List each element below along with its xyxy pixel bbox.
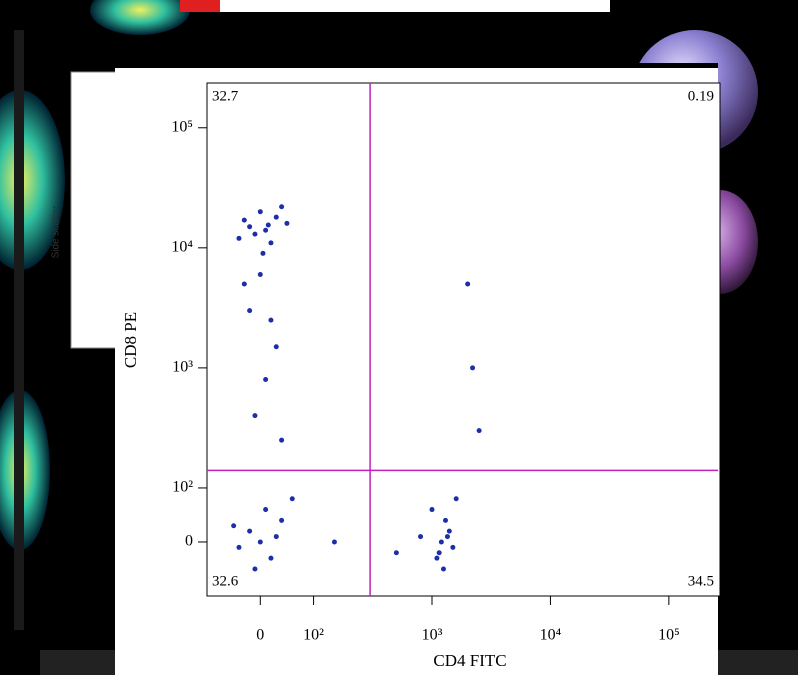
background-blob — [0, 390, 50, 550]
event-dot — [257, 271, 263, 277]
event-dot — [260, 250, 266, 256]
event-dot — [247, 224, 253, 230]
event-dot — [443, 517, 449, 523]
event-dot — [268, 240, 274, 246]
quadrant-percent: 32.6 — [212, 573, 239, 589]
event-dot — [257, 539, 263, 545]
x-tick-label: 10² — [303, 627, 324, 644]
event-dot — [434, 555, 440, 561]
quadrant-percent: 32.7 — [212, 88, 239, 104]
event-dot — [263, 507, 269, 513]
side-scatter-label: Side scatter — [51, 205, 62, 258]
x-tick-label: 10³ — [422, 627, 443, 644]
event-dot — [252, 566, 258, 572]
event-dot — [279, 517, 285, 523]
event-dot — [273, 214, 279, 220]
y-axis-title: CD8 PE — [121, 312, 140, 368]
event-dot — [440, 566, 446, 572]
event-dot — [247, 308, 253, 314]
y-tick-label: 10⁴ — [171, 239, 193, 256]
slide-title-fragment — [220, 0, 610, 12]
chart-panel-border — [115, 63, 718, 68]
event-dot — [263, 227, 269, 233]
event-dot — [268, 555, 274, 561]
y-tick-label: 10³ — [172, 359, 193, 376]
event-dot — [265, 222, 271, 228]
quadrant-percent: 0.19 — [688, 88, 714, 104]
event-dot — [453, 496, 459, 502]
event-dot — [446, 528, 452, 534]
background-strip — [14, 30, 24, 630]
event-dot — [438, 539, 444, 545]
y-tick-label: 10⁵ — [171, 118, 193, 135]
event-dot — [429, 507, 435, 513]
slide-title-fragment — [180, 0, 220, 12]
x-tick-label: 0 — [256, 627, 264, 644]
event-dot — [476, 428, 482, 434]
event-dot — [252, 231, 258, 237]
event-dot — [279, 437, 285, 443]
event-dot — [252, 413, 258, 419]
event-dot — [241, 217, 247, 223]
event-dot — [231, 523, 237, 529]
event-dot — [241, 281, 247, 287]
event-dot — [436, 550, 442, 556]
x-axis-title: CD4 FITC — [433, 651, 506, 670]
background-blob — [90, 0, 190, 35]
event-dot — [268, 317, 274, 323]
x-tick-label: 10⁵ — [658, 627, 680, 644]
event-dot — [470, 365, 476, 371]
event-dot — [289, 496, 295, 502]
event-dot — [236, 235, 242, 241]
y-tick-label: 0 — [185, 533, 193, 550]
plot: 0 10² 10³ 10⁴ 10⁵ 0 10² 10³ 10⁴ 10⁵ 32.7 0.19 32.6 34… — [171, 82, 721, 644]
event-dot — [236, 544, 242, 550]
event-dot — [444, 534, 450, 540]
event-dot — [263, 377, 269, 383]
event-dot — [279, 204, 285, 210]
event-dot — [284, 220, 290, 226]
event-dot — [331, 539, 337, 545]
event-dot — [257, 209, 263, 215]
x-tick-label: 10⁴ — [540, 627, 562, 644]
event-dot — [393, 550, 399, 556]
event-dot — [247, 528, 253, 534]
event-dot — [273, 344, 279, 350]
plot-frame — [206, 82, 721, 597]
event-dot — [273, 534, 279, 540]
event-dot — [418, 534, 424, 540]
y-tick-label: 10² — [172, 479, 193, 496]
quadrant-percent: 34.5 — [688, 573, 714, 589]
event-dot — [465, 281, 471, 287]
event-dot — [450, 544, 456, 550]
